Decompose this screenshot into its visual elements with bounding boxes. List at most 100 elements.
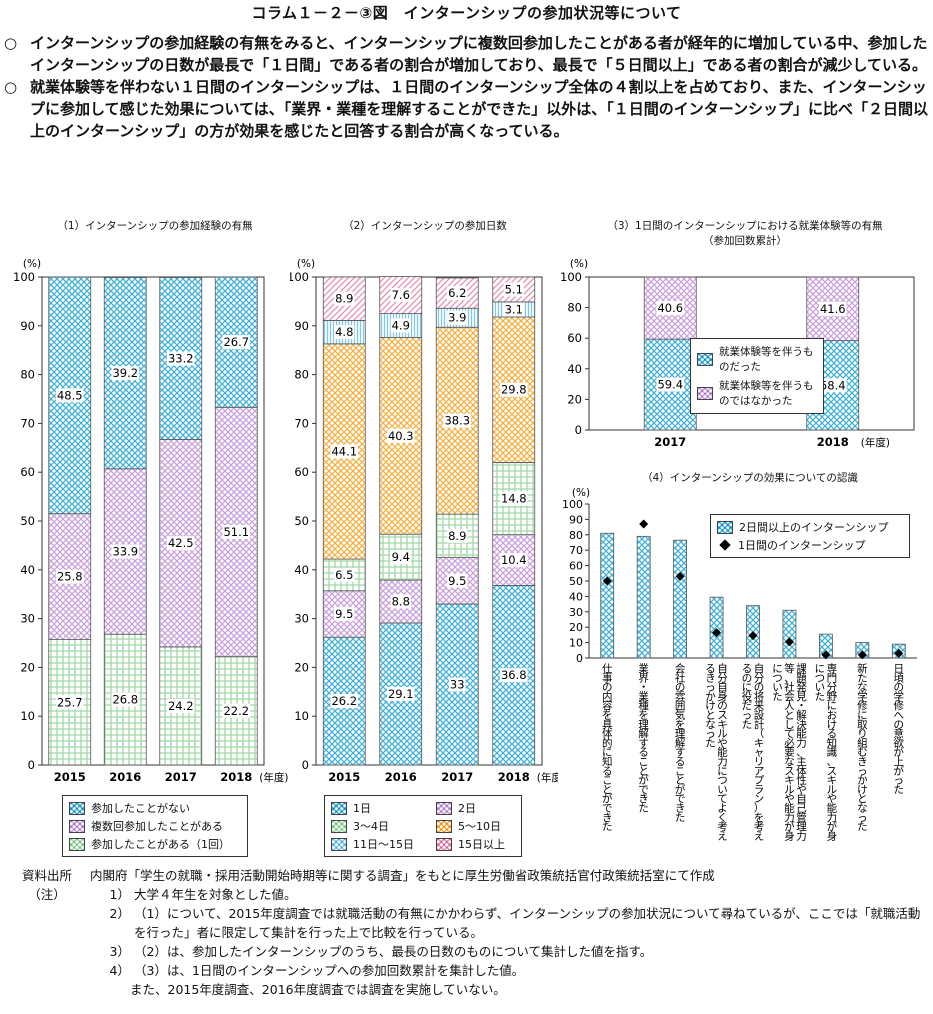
legend-label: 就業体験等を伴うものだった (719, 346, 814, 373)
note-text: （2）は、参加したインターンシップのうち、最長の日数のものについて集計した値を指… (134, 944, 653, 959)
y-tick-label: 30 (294, 612, 309, 626)
diamond-marker (894, 648, 904, 658)
legend-swatch (331, 801, 347, 815)
data-label: 51.1 (223, 525, 249, 539)
x-tick-label: 新たな学修に取り組むきっかけとなった (857, 662, 868, 833)
data-label: 40.6 (657, 301, 683, 315)
data-label: 4.9 (392, 319, 410, 333)
data-label: 3.1 (505, 302, 523, 316)
y-tick-label: 40 (567, 362, 582, 376)
y-tick-label: 60 (294, 465, 309, 479)
bar (600, 532, 615, 659)
note-row-1: （注） 1） 大学４年生を対象とした値。 (4, 885, 929, 904)
y-tick-label: 70 (569, 544, 583, 557)
legend-label: 5～10日 (458, 820, 501, 833)
y-tick-label: 0 (28, 758, 35, 772)
data-label: 41.6 (820, 302, 846, 316)
legend-label: 2日間以上のインターンシップ (739, 521, 889, 534)
note-text: （1）について、2015年度調査では就職活動の有無にかかわらず、インターンシップ… (134, 906, 921, 940)
y-tick-label: 80 (569, 529, 583, 542)
note-num: 1） (109, 887, 130, 902)
legend-label: 就業体験等を伴うものではなかった (719, 380, 814, 407)
bar (782, 609, 797, 659)
data-label: 29.8 (501, 383, 527, 397)
data-label: 25.8 (57, 570, 83, 584)
data-label: 4.8 (335, 325, 353, 339)
x-tick-label: 課題発見・解決能力、主体性や自己管理力等、社会人として必要なスキルや能力が身につ… (772, 662, 807, 842)
x-unit-label: (年度) (259, 771, 288, 784)
x-tick-label: 2016 (109, 770, 141, 784)
bar (709, 596, 724, 659)
data-label: 33 (450, 677, 465, 691)
legend-label: 1日 (353, 802, 371, 815)
legend-swatch (331, 837, 347, 851)
data-label: 59.4 (657, 378, 683, 392)
data-label: 48.5 (57, 388, 83, 402)
note-text: （3）は、1日間のインターンシップへの参加回数累計を集計した値。 (134, 963, 525, 978)
diamond-marker (602, 576, 612, 586)
notes: 資料出所 内閣府「学生の就職・採用活動開始時期等に関する調査」をもとに厚生労働省… (4, 866, 929, 999)
y-tick-label: 40 (20, 563, 35, 577)
legend-swatch (436, 837, 452, 851)
chart4-legend: 2日間以上のインターンシップ 1日間のインターンシップ (710, 514, 910, 558)
chart4-title: （4）インターンシップの効果についての認識 (642, 472, 858, 484)
data-label: 33.2 (168, 351, 194, 365)
bar-segment (322, 343, 366, 560)
y-tick-label: 100 (560, 270, 582, 284)
y-tick-label: 100 (562, 498, 583, 511)
note-row-3: 3） （2）は、参加したインターンシップのうち、最長の日数のものについて集計した… (4, 942, 929, 961)
bar-segment (435, 326, 479, 515)
data-label: 14.8 (501, 492, 527, 506)
x-tick-label: 2018 (817, 435, 849, 449)
x-tick-label: 2017 (654, 435, 686, 449)
source-text: 内閣府「学生の就職・採用活動開始時期等に関する調査」をもとに厚生労働省政策統括官… (90, 868, 715, 883)
data-label: 38.3 (444, 414, 470, 428)
diamond-marker (712, 628, 722, 638)
y-tick-label: 90 (569, 513, 583, 526)
legend-label: 15日以上 (458, 838, 505, 851)
legend-swatch (436, 801, 452, 815)
bullet-mark: ○ (4, 78, 18, 96)
x-tick-label: 専門分野における知識、スキルや能力が身についた (815, 663, 838, 842)
data-label: 9.5 (335, 607, 353, 621)
chart3-legend: 就業体験等を伴うものだった 就業体験等を伴うものではなかった (690, 338, 824, 414)
y-tick-label: 80 (567, 301, 582, 315)
x-unit-label: (年度) (861, 436, 890, 449)
data-label: 6.5 (335, 568, 353, 582)
summary-bullet-1: ○ インターンシップの参加経験の有無をみると、インターンシップに複数回参加したこ… (4, 32, 929, 76)
legend-label: 参加したことがある（1回） (91, 838, 230, 851)
y-tick-label: 90 (294, 319, 309, 333)
note-row-2: 2） （1）について、2015年度調査では就職活動の有無にかかわらず、インターン… (4, 904, 929, 942)
data-label: 9.4 (392, 550, 410, 564)
chart2-legend: 1日 2日 3～4日 5～10日 11日～15日 15日以上 (324, 795, 522, 857)
y-tick-label: 0 (576, 652, 583, 665)
y-tick-label: 60 (569, 560, 583, 573)
legend-item: 5～10日 (430, 817, 521, 835)
y-axis-label: (%) (572, 487, 590, 499)
x-tick-label: 2016 (385, 770, 417, 784)
y-tick-label: 60 (20, 465, 35, 479)
x-tick-label: 会社の雰囲気を理解することができた (675, 662, 686, 824)
legend-item: 2日間以上のインターンシップ (711, 518, 909, 536)
chart1-title: （1）インターンシップの参加経験の有無 (57, 220, 253, 232)
y-tick-label: 20 (569, 621, 583, 634)
data-label: 7.6 (392, 288, 410, 302)
legend-item: 参加したことがない (63, 799, 247, 817)
data-label: 40.3 (388, 429, 414, 443)
diamond-marker (675, 571, 685, 581)
x-tick-label: 自分自身のスキルや能力についてよく考えるきっかけとなった (705, 662, 728, 842)
bullet-text: 就業体験等を伴わない１日間のインターンシップは、１日間のインターンシップ全体の４… (30, 78, 929, 140)
y-tick-label: 70 (294, 416, 309, 430)
x-tick-label: 業界・業種を理解することができた (638, 662, 649, 815)
legend-label: 複数回参加したことがある (91, 820, 223, 833)
note-text: 大学４年生を対象とした値。 (134, 887, 297, 902)
y-tick-label: 100 (290, 270, 309, 284)
chart1-svg: 0 10 20 30 40 50 60 70 80 90 100(%) 25.7 25.8 48.5 201… (13, 258, 288, 784)
data-label: 6.2 (448, 286, 466, 300)
chart3-subtitle: （参加回数累計） (703, 235, 787, 247)
y-tick-label: 100 (13, 270, 35, 284)
y-tick-label: 50 (294, 514, 309, 528)
chart2-svg: 0 10 20 30 40 50 60 70 80 90 100(%) 26.2 9.5 6.5 44.1 4… (290, 258, 558, 784)
legend-swatch (719, 539, 731, 551)
x-tick-label: 自分の将来設計（キャリアプラン）を考えるのに役だった (742, 662, 765, 842)
